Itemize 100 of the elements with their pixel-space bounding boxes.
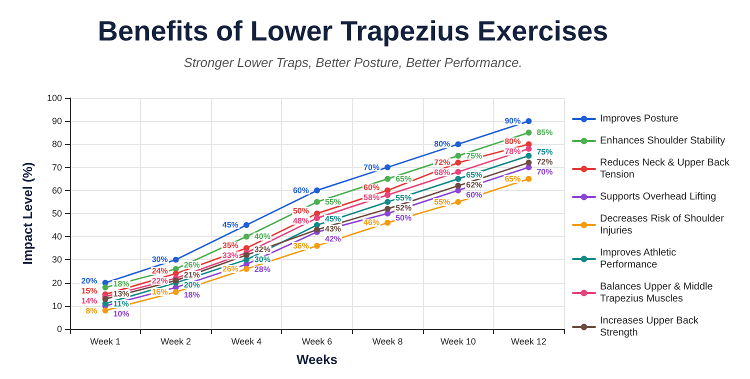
point bbox=[172, 256, 179, 263]
data-label: 21% bbox=[184, 270, 200, 280]
point bbox=[526, 146, 532, 152]
data-label: 45% bbox=[222, 220, 238, 230]
x-tick-label: Week 2 bbox=[160, 336, 192, 346]
data-label: 85% bbox=[536, 128, 553, 138]
data-label: 75% bbox=[536, 147, 553, 156]
data-label: 43% bbox=[325, 224, 342, 234]
data-label: 46% bbox=[364, 218, 380, 228]
data-label: 33% bbox=[222, 250, 238, 260]
point bbox=[526, 176, 532, 182]
y-tick-label: 60 bbox=[52, 185, 62, 196]
data-label: 50% bbox=[292, 206, 309, 216]
data-label: 10% bbox=[113, 309, 130, 318]
legend-label: Supports Overhead Lifting bbox=[600, 192, 716, 202]
point bbox=[455, 182, 462, 189]
data-label: 55% bbox=[396, 194, 412, 203]
point bbox=[243, 266, 250, 272]
data-label: 52% bbox=[396, 204, 412, 213]
point bbox=[455, 141, 462, 148]
point bbox=[314, 215, 320, 222]
data-label: 55% bbox=[434, 197, 450, 206]
y-axis-title: Impact Level (%) bbox=[20, 162, 35, 265]
legend-label: Improves Posture bbox=[600, 114, 679, 124]
point bbox=[455, 160, 462, 166]
data-label: 11% bbox=[113, 299, 129, 308]
data-label: 65% bbox=[504, 174, 521, 184]
data-label: 32% bbox=[254, 245, 270, 254]
data-label: 70% bbox=[364, 162, 380, 172]
x-axis-title: Weeks bbox=[296, 352, 338, 367]
data-label: 60% bbox=[292, 186, 309, 195]
data-label: 70% bbox=[536, 167, 553, 176]
data-label: 15% bbox=[81, 286, 98, 296]
point bbox=[102, 284, 108, 290]
data-label: 42% bbox=[325, 234, 342, 244]
data-label: 13% bbox=[113, 289, 130, 298]
data-label: 62% bbox=[466, 180, 482, 190]
data-label: 14% bbox=[81, 296, 98, 306]
point bbox=[314, 198, 320, 205]
y-tick-label: 50 bbox=[52, 208, 62, 218]
x-tick-label: Week 12 bbox=[511, 336, 546, 346]
point bbox=[314, 187, 320, 194]
legend-label: Reduces Neck & Upper Back Tension bbox=[600, 158, 732, 180]
data-label: 24% bbox=[152, 266, 168, 276]
data-label: 90% bbox=[504, 116, 521, 126]
data-label: 28% bbox=[254, 265, 270, 274]
data-label: 78% bbox=[504, 147, 521, 156]
data-label: 30% bbox=[152, 255, 168, 264]
data-label: 60% bbox=[364, 183, 380, 192]
x-tick-label: Week 10 bbox=[440, 336, 476, 346]
point bbox=[455, 152, 462, 159]
chart-title: Benefits of Lower Trapezius Exercises bbox=[98, 16, 608, 46]
data-label: 55% bbox=[325, 197, 342, 206]
point bbox=[384, 176, 391, 182]
point bbox=[526, 130, 532, 136]
point bbox=[314, 242, 320, 249]
y-tick-label: 30 bbox=[52, 254, 62, 265]
chart-subtitle: Stronger Lower Traps, Better Posture, Better Performance. bbox=[184, 55, 522, 70]
data-label: 40% bbox=[254, 232, 270, 242]
data-label: 35% bbox=[222, 240, 238, 250]
data-label: 20% bbox=[81, 276, 98, 286]
legend-label: Increases Upper Back Strength bbox=[600, 316, 702, 338]
data-label: 65% bbox=[466, 170, 482, 180]
data-label: 18% bbox=[113, 279, 130, 288]
point bbox=[243, 234, 250, 240]
legend-label: Enhances Shoulder Stability bbox=[600, 136, 726, 146]
point bbox=[384, 198, 391, 205]
x-tick-label: Week 6 bbox=[302, 336, 332, 346]
data-label: 8% bbox=[86, 306, 98, 316]
data-label: 26% bbox=[222, 264, 238, 274]
point bbox=[384, 206, 391, 212]
data-label: 16% bbox=[152, 288, 168, 297]
x-tick-label: Week 8 bbox=[372, 336, 403, 346]
y-tick-label: 20 bbox=[52, 278, 62, 288]
data-label: 45% bbox=[325, 214, 342, 224]
point bbox=[102, 308, 108, 314]
legend-label: Decreases Risk of Shoulder Injuries bbox=[600, 214, 727, 236]
point bbox=[243, 222, 250, 228]
data-label: 80% bbox=[434, 140, 450, 149]
data-label: 30% bbox=[254, 255, 270, 264]
x-tick-label: Week 4 bbox=[231, 336, 262, 346]
data-label: 75% bbox=[466, 151, 482, 160]
data-label: 22% bbox=[152, 276, 168, 286]
data-label: 65% bbox=[396, 174, 412, 184]
point bbox=[526, 118, 532, 124]
y-tick-label: 100 bbox=[46, 93, 62, 103]
x-tick-label: Week 1 bbox=[90, 336, 120, 346]
point bbox=[455, 168, 462, 175]
point bbox=[384, 220, 391, 226]
point bbox=[526, 152, 532, 159]
data-label: 36% bbox=[292, 241, 309, 250]
data-label: 72% bbox=[434, 158, 450, 167]
point bbox=[243, 252, 250, 258]
y-tick-label: 0 bbox=[56, 324, 62, 334]
point bbox=[526, 160, 532, 166]
point bbox=[455, 176, 462, 182]
y-tick-label: 10 bbox=[52, 300, 62, 311]
data-label: 50% bbox=[396, 214, 412, 223]
data-label: 60% bbox=[466, 190, 482, 200]
data-label: 20% bbox=[184, 280, 200, 290]
